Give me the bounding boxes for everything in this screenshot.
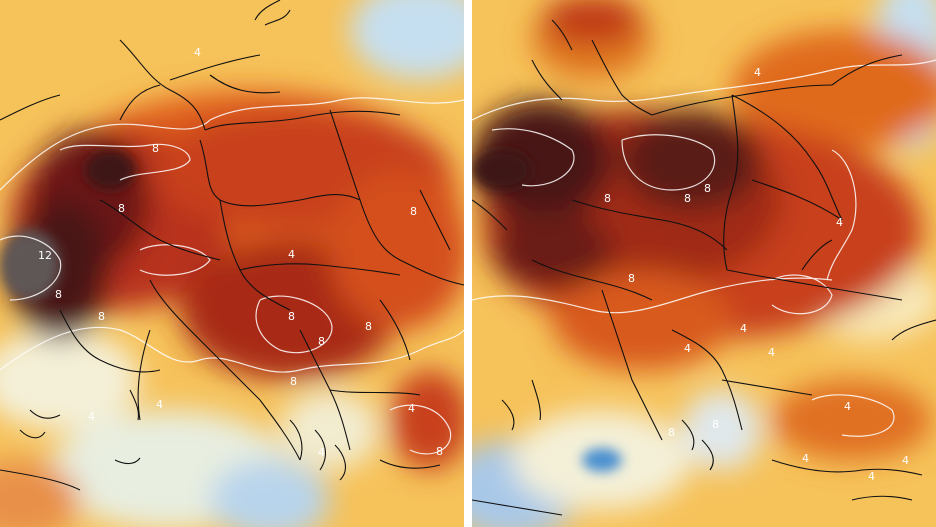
right-map-svg: 8 8 8 8 8 8 4 4 4 4 4 4 4 4 4 [472, 0, 936, 527]
contour-label: 8 [704, 182, 711, 195]
country-borders [0, 0, 464, 491]
contour-label: 8 [668, 426, 675, 439]
contour-label: 8 [628, 272, 635, 285]
contour-label: 4 [754, 66, 761, 79]
left-temperature-map: 12 8 8 8 8 8 8 8 8 8 8 4 4 4 4 4 4 [0, 0, 464, 527]
contour-label-group: 12 8 8 8 8 8 8 8 8 8 8 4 4 4 4 4 4 [38, 46, 443, 459]
contour-label: 4 [288, 248, 295, 261]
panel-divider [464, 0, 472, 527]
contour-label: 4 [868, 470, 875, 483]
isotherm-contours [0, 97, 464, 455]
contour-label: 8 [684, 192, 691, 205]
cold-spot [582, 448, 622, 472]
contour-label: 4 [740, 322, 747, 335]
contour-label: 12 [38, 249, 52, 262]
contour-label: 4 [684, 342, 691, 355]
contour-label: 8 [288, 310, 295, 323]
contour-label: 4 [802, 452, 809, 465]
contour-label: 8 [55, 288, 62, 301]
contour-label: 4 [902, 454, 909, 467]
country-borders [472, 19, 936, 516]
contour-label: 8 [118, 202, 125, 215]
contour-label: 4 [844, 400, 851, 413]
contour-label: 4 [768, 346, 775, 359]
contour-label: 4 [836, 216, 843, 229]
contour-label: 8 [604, 192, 611, 205]
contour-label: 8 [436, 445, 443, 458]
isotherm-contours [472, 59, 936, 437]
contour-label: 4 [408, 402, 415, 415]
contour-label: 4 [318, 446, 325, 459]
contour-label: 8 [365, 320, 372, 333]
contour-label: 8 [98, 310, 105, 323]
right-temperature-map: 8 8 8 8 8 8 4 4 4 4 4 4 4 4 4 [472, 0, 936, 527]
contour-label: 8 [318, 335, 325, 348]
contour-label: 4 [88, 410, 95, 423]
contour-label: 8 [410, 205, 417, 218]
contour-label: 8 [152, 142, 159, 155]
contour-label: 8 [290, 375, 297, 388]
contour-label: 4 [156, 398, 163, 411]
contour-label: 8 [712, 418, 719, 431]
contour-label: 4 [194, 46, 201, 59]
left-map-svg: 12 8 8 8 8 8 8 8 8 8 8 4 4 4 4 4 4 [0, 0, 464, 527]
peak-area [0, 230, 60, 300]
contour-label-group: 8 8 8 8 8 8 4 4 4 4 4 4 4 4 4 [604, 66, 909, 483]
